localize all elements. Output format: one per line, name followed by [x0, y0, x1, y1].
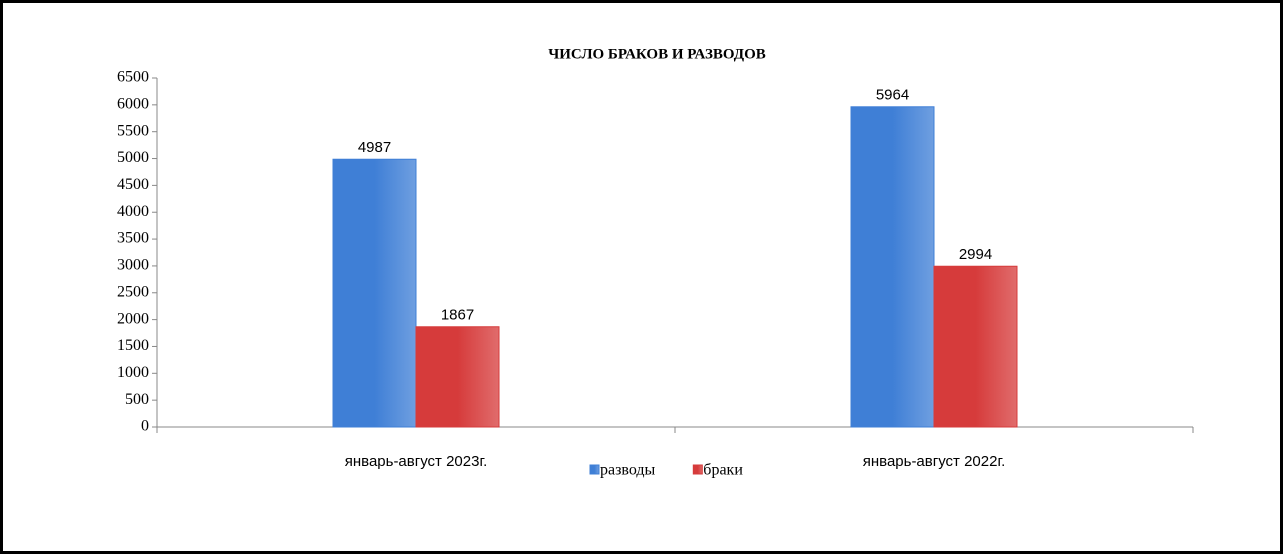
bar: [332, 158, 417, 428]
y-tick-label: 3500: [117, 230, 149, 247]
y-tick-label: 4500: [117, 176, 149, 193]
y-tick-label: 2000: [117, 310, 149, 327]
x-tick-label: январь-август 2023г.: [345, 453, 488, 470]
data-label: 2994: [959, 246, 992, 263]
data-label: 1867: [441, 307, 474, 324]
bar: [415, 326, 500, 428]
y-tick-label: 4000: [117, 203, 149, 220]
y-tick-label: 2500: [117, 283, 149, 300]
y-tick-label: 3000: [117, 257, 149, 274]
x-tick-label: январь-август 2022г.: [863, 453, 1006, 470]
bar: [933, 265, 1018, 428]
data-label: 4987: [358, 139, 391, 156]
bar: [850, 106, 935, 428]
chart-title: ЧИСЛО БРАКОВ И РАЗВОДОВ: [548, 46, 766, 62]
y-tick-label: 5500: [117, 122, 149, 139]
y-tick-label: 6500: [117, 69, 149, 86]
y-tick-label: 1500: [117, 337, 149, 354]
legend-label: браки: [703, 462, 743, 479]
y-tick-label: 6000: [117, 96, 149, 113]
legend-swatch: [692, 464, 703, 475]
y-tick-label: 500: [125, 391, 149, 408]
legend-label: разводы: [600, 462, 656, 479]
y-tick-label: 5000: [117, 149, 149, 166]
data-label: 5964: [876, 87, 909, 104]
legend-swatch: [589, 464, 600, 475]
y-tick-label: 1000: [117, 364, 149, 381]
y-tick-label: 0: [141, 418, 149, 435]
